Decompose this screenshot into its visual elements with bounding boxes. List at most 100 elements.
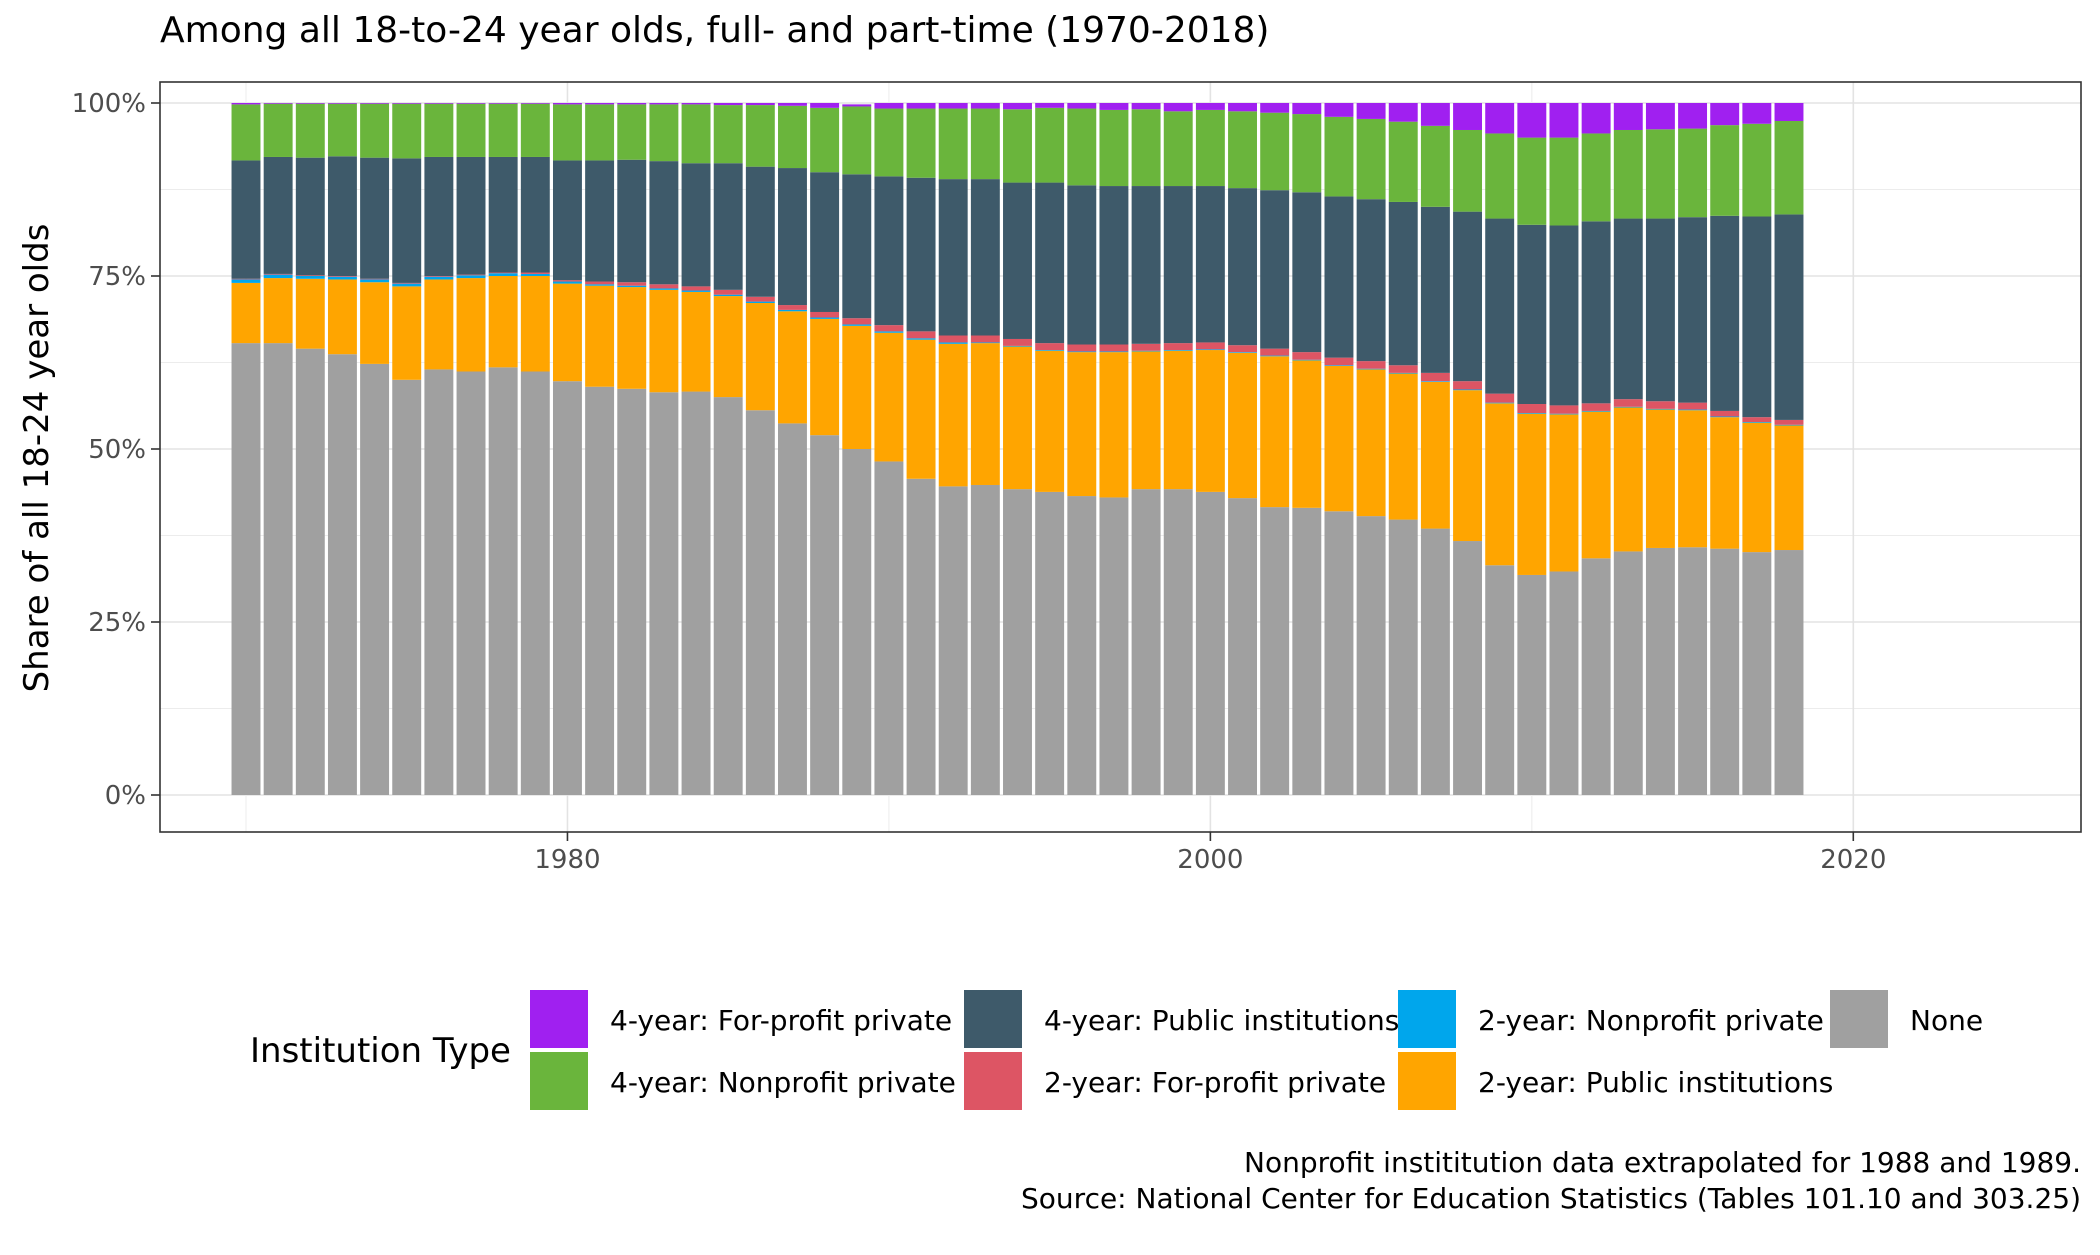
legend-key (1398, 990, 1456, 1048)
bar-2-year-nonprofit-private-1985 (713, 294, 743, 297)
legend-title: Institution Type (250, 1031, 511, 1071)
bar-2-year-nonprofit-private-1996 (1067, 351, 1097, 353)
bar-4-year-for-profit-private-1974 (360, 103, 390, 104)
bar-4-year-nonprofit-private-1988 (810, 107, 840, 173)
bar-2-year-nonprofit-private-1981 (585, 284, 615, 286)
bar-2-year-for-profit-private-2005 (1356, 361, 1386, 369)
bar-2-year-nonprofit-private-2009 (1485, 402, 1515, 404)
bar-4-year-public-institutions-1977 (456, 156, 486, 275)
bar-2-year-for-profit-private-1976 (424, 276, 454, 277)
bar-2-year-nonprofit-private-1998 (1131, 350, 1161, 352)
bar-2-year-nonprofit-private-1970 (231, 279, 261, 283)
bar-4-year-nonprofit-private-1971 (263, 103, 293, 157)
bar-2-year-public-institutions-2014 (1645, 409, 1675, 548)
bar-2-year-public-institutions-2005 (1356, 369, 1386, 517)
legend-label: 4-year: For-profit private (610, 1004, 952, 1037)
bar-4-year-for-profit-private-2009 (1485, 103, 1515, 134)
bar-none-2017 (1742, 552, 1772, 795)
plot-border (159, 81, 2082, 833)
bar-4-year-nonprofit-private-2009 (1485, 133, 1515, 219)
bar-2-year-public-institutions-1986 (745, 302, 775, 411)
bar-4-year-public-institutions-1982 (617, 159, 647, 283)
bar-2-year-public-institutions-2003 (1292, 360, 1322, 508)
bar-4-year-for-profit-private-1987 (778, 103, 807, 106)
bar-2-year-public-institutions-1993 (970, 343, 1000, 485)
bar-4-year-public-institutions-2017 (1742, 216, 1772, 418)
bar-none-2000 (1195, 491, 1225, 795)
bar-4-year-nonprofit-private-1983 (649, 104, 679, 162)
bar-2-year-public-institutions-1975 (392, 286, 422, 380)
bar-4-year-for-profit-private-2007 (1420, 103, 1450, 126)
bar-4-year-for-profit-private-2014 (1645, 103, 1675, 130)
bar-2-year-public-institutions-1979 (520, 276, 550, 372)
bar-none-2004 (1324, 511, 1354, 795)
bar-2-year-for-profit-private-1998 (1131, 343, 1161, 351)
bar-2-year-for-profit-private-2008 (1453, 381, 1483, 390)
bar-4-year-public-institutions-2001 (1228, 188, 1257, 346)
bar-4-year-for-profit-private-1992 (938, 103, 968, 109)
bars (231, 103, 1804, 795)
bar-2-year-public-institutions-2013 (1613, 407, 1643, 552)
legend-key (530, 1052, 588, 1110)
bar-4-year-for-profit-private-1971 (263, 103, 293, 104)
bar-none-1985 (713, 397, 743, 795)
bar-2-year-nonprofit-private-1972 (295, 276, 325, 279)
bar-4-year-for-profit-private-1989 (842, 104, 872, 107)
bar-4-year-public-institutions-2018 (1774, 214, 1804, 420)
bar-none-1976 (424, 369, 454, 795)
bar-2-year-for-profit-private-2016 (1710, 410, 1740, 417)
bar-2-year-public-institutions-1991 (906, 339, 936, 479)
axes: 0% 25% 50% 75% 100% 1980 2000 2020 (72, 89, 1887, 875)
legend-label: 4-year: Nonprofit private (610, 1066, 956, 1099)
legend-label: 2-year: Nonprofit private (1478, 1004, 1824, 1037)
y-tick-label: 0% (105, 781, 146, 811)
bar-2-year-nonprofit-private-2013 (1613, 406, 1643, 408)
bar-2-year-for-profit-private-1970 (231, 278, 261, 280)
bar-none-2016 (1710, 548, 1740, 795)
bar-2-year-public-institutions-1988 (810, 318, 840, 436)
bar-2-year-public-institutions-2012 (1581, 411, 1611, 559)
bar-2-year-for-profit-private-1978 (488, 272, 518, 274)
bar-2-year-nonprofit-private-1989 (842, 324, 872, 326)
bar-2-year-for-profit-private-2001 (1228, 345, 1257, 353)
bar-4-year-public-institutions-1989 (842, 174, 872, 319)
bar-none-1971 (263, 343, 293, 795)
bar-none-1991 (906, 478, 936, 795)
bar-4-year-nonprofit-private-2004 (1324, 116, 1354, 197)
bar-2-year-for-profit-private-2003 (1292, 352, 1322, 360)
bar-2-year-public-institutions-1971 (263, 278, 293, 344)
bar-4-year-public-institutions-1990 (874, 176, 904, 326)
bar-2-year-nonprofit-private-1990 (874, 331, 904, 333)
bar-2-year-nonprofit-private-2008 (1453, 389, 1483, 391)
legend-key (964, 1052, 1022, 1110)
bar-4-year-for-profit-private-1981 (585, 103, 615, 105)
bar-none-1993 (970, 484, 1000, 795)
bar-2-year-public-institutions-2004 (1324, 365, 1354, 512)
bar-none-1995 (1035, 491, 1065, 795)
bar-2-year-for-profit-private-2015 (1678, 402, 1708, 410)
bar-none-1973 (327, 354, 357, 795)
bar-none-1979 (520, 371, 550, 795)
bar-4-year-for-profit-private-1978 (488, 103, 518, 104)
bar-none-1980 (552, 381, 582, 795)
x-tick-label: 1980 (534, 845, 600, 875)
bar-none-1998 (1131, 489, 1161, 795)
bar-none-1974 (360, 363, 390, 795)
bar-4-year-public-institutions-1991 (906, 177, 936, 332)
bar-4-year-for-profit-private-1970 (231, 103, 261, 105)
bar-4-year-nonprofit-private-1999 (1163, 111, 1193, 187)
bar-4-year-for-profit-private-2013 (1613, 103, 1643, 130)
bar-2-year-public-institutions-1970 (231, 282, 261, 344)
bar-4-year-public-institutions-1985 (713, 163, 743, 290)
bar-2-year-public-institutions-2009 (1485, 403, 1515, 566)
bar-2-year-for-profit-private-1983 (649, 284, 679, 289)
legend-key (530, 990, 588, 1048)
bar-none-1989 (842, 449, 872, 795)
bar-4-year-public-institutions-1997 (1099, 186, 1129, 345)
bar-2-year-public-institutions-2011 (1549, 414, 1579, 572)
bar-2-year-for-profit-private-1982 (617, 282, 647, 286)
bar-4-year-nonprofit-private-2013 (1613, 129, 1643, 219)
bar-4-year-nonprofit-private-2015 (1678, 128, 1708, 218)
bar-4-year-public-institutions-1974 (360, 157, 390, 279)
bar-4-year-for-profit-private-1982 (617, 103, 647, 105)
